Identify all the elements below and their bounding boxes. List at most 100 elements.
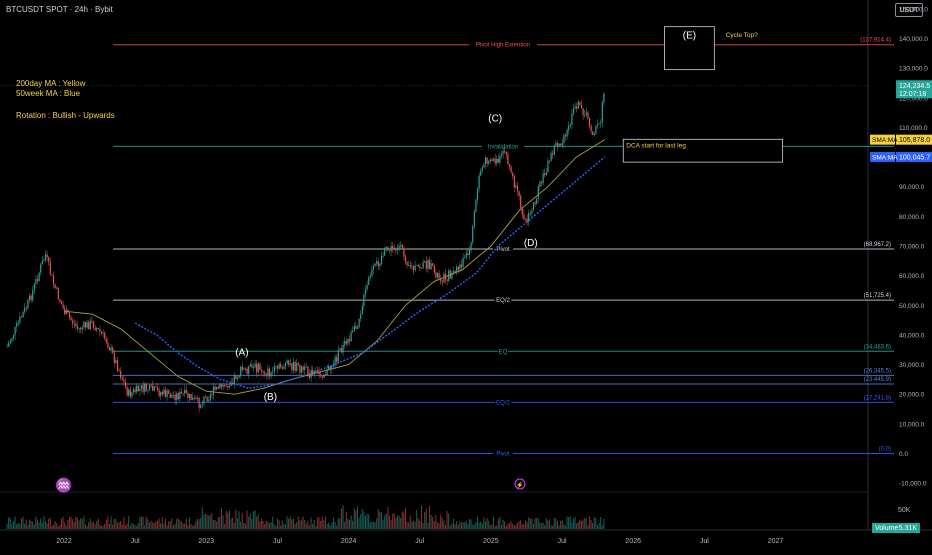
volume-bar (172, 525, 175, 529)
y-tick-label: 120,000.0 (899, 95, 928, 102)
candle-body (128, 389, 130, 396)
candle-body (443, 273, 445, 283)
candle-body (521, 208, 523, 215)
currency-button[interactable]: USDT (895, 3, 923, 17)
volume-bar (291, 519, 293, 529)
volume-bar (339, 518, 341, 529)
candle-body (556, 143, 559, 147)
level-right-label: (137,914.4) (860, 38, 891, 44)
volume-bar (372, 521, 375, 529)
level-center-label: Pivot High Extention (476, 43, 530, 49)
volume-bar (508, 523, 511, 529)
volume-bar (12, 521, 15, 529)
candle-body (539, 181, 541, 187)
volume-bar (388, 515, 391, 529)
volume-bar (302, 516, 304, 529)
annotation-label: DCA start for last leg (626, 142, 686, 149)
y-tick-label: 40,000.0 (899, 332, 925, 339)
ma-tag-label: SMA:MA (872, 137, 898, 144)
volume-bar (233, 522, 235, 529)
volume-bar (494, 525, 496, 529)
candle-body (404, 256, 407, 263)
volume-bar (116, 522, 119, 529)
candle-body (38, 272, 40, 281)
candle-body (576, 106, 578, 109)
volume-bar (294, 523, 296, 529)
candle-body (358, 318, 360, 328)
candle-body (390, 245, 392, 252)
candle-body (14, 326, 16, 336)
volume-bar (240, 521, 242, 529)
symbol-title[interactable]: BTCUSDT SPOT · 24h · Bybit (6, 5, 113, 14)
volume-label: Volume (875, 524, 899, 532)
candle-body (44, 254, 47, 260)
volume-bar (600, 516, 602, 529)
candle-body (579, 101, 581, 105)
candle-body (524, 218, 527, 220)
annotation-box (664, 26, 715, 71)
candle-body (508, 164, 511, 167)
volume-bar (464, 522, 466, 529)
volume-bar (32, 521, 34, 529)
candle-body (470, 242, 472, 249)
candle-body (400, 244, 402, 246)
volume-bar (580, 520, 583, 529)
level-label-bg (494, 296, 512, 305)
candle-body (332, 364, 335, 367)
volume-bar (553, 518, 555, 529)
volume-bar (190, 524, 192, 529)
candle-body (150, 384, 152, 386)
volume-bar (465, 520, 467, 529)
candle-body (408, 265, 410, 266)
candle-body (222, 385, 224, 388)
volume-bar (462, 522, 464, 529)
candle-body (571, 113, 573, 125)
volume-bar (14, 516, 16, 529)
candle-body (267, 368, 269, 376)
volume-bar (27, 525, 29, 529)
volume-bar (236, 518, 239, 529)
volume-bar (43, 516, 45, 529)
candle-body (574, 106, 576, 109)
candle-body (409, 265, 411, 267)
volume-bar (446, 510, 448, 529)
volume-bar (332, 517, 335, 529)
volume-bar (59, 524, 61, 529)
candle-body (360, 314, 362, 319)
y-tick-label: -10,000.0 (899, 481, 927, 488)
volume-bar (180, 521, 183, 529)
candle-body (592, 131, 594, 136)
volume-bar (235, 509, 237, 529)
volume-bar (340, 508, 343, 529)
volume-bar (220, 508, 223, 529)
volume-bar (534, 518, 536, 529)
candle-body (19, 316, 21, 323)
volume-bar (481, 523, 483, 529)
y-tick-label: 10,000.0 (899, 421, 925, 428)
volume-bar (592, 522, 594, 529)
volume-bar (526, 521, 528, 529)
candle-body (560, 143, 562, 146)
candle-body (526, 218, 528, 222)
volume-bar (305, 523, 307, 529)
volume-bar (246, 510, 248, 529)
candle-body (171, 395, 173, 398)
candle-body (217, 386, 219, 389)
volume-bar (390, 519, 392, 529)
volume-bar (40, 518, 42, 529)
candle-body (566, 130, 568, 137)
volume-bar (587, 525, 589, 529)
candle-body (105, 338, 107, 343)
volume-bar (368, 514, 370, 529)
level-right-label: (51,725.4) (864, 293, 891, 299)
candle-body (585, 112, 587, 116)
volume-value: 5.31K (898, 524, 917, 532)
price-label-value: 100,045.7 (899, 154, 930, 161)
candle-body (491, 159, 493, 161)
volume-bar (112, 524, 114, 529)
candle-body (240, 366, 242, 376)
volume-bar (398, 515, 400, 529)
candle-body (588, 118, 591, 126)
volume-bar (377, 508, 379, 529)
